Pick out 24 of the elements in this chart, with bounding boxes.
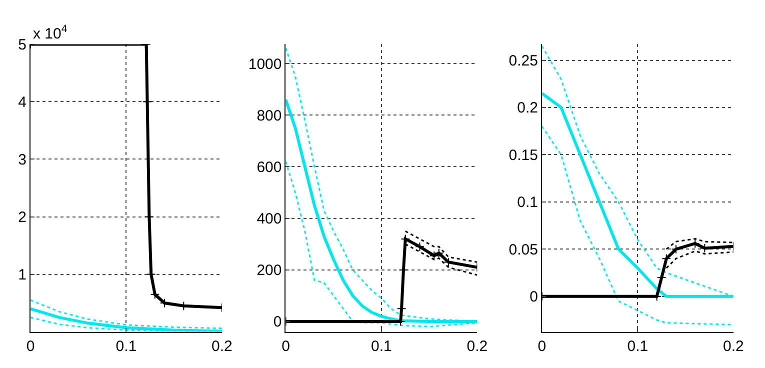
y-tick-label: 0.25 [508,52,538,70]
y-tick-label: 600 [256,158,282,176]
y-tick-label: 0.1 [517,194,538,212]
y-tick-label: 1000 [248,56,282,73]
y-tick-label: 0.2 [517,100,538,117]
y-tick-label: 0 [273,314,282,331]
text: x 10$^{4}$ [33,23,68,42]
y-tick-label: 3 [18,151,27,168]
x-tick-label: 0.1 [116,338,137,355]
x-tick-label: 0.1 [627,338,648,355]
y-tick-label: 800 [256,107,282,124]
y-tick-label: 5 [18,36,27,54]
y-tick-label: 2 [18,209,27,226]
x-tick-label: 0.1 [371,338,392,355]
x-tick-label: 0.2 [466,338,488,355]
y-tick-label: 0.05 [508,241,538,258]
y-tick-label: 200 [256,262,282,280]
y-tick-label: 4 [18,94,27,111]
y-tick-label: 0 [530,288,538,306]
y-tick-label: 0.15 [508,146,538,164]
x-tick-label: 0.2 [212,338,232,355]
y-tick-label: 1 [18,266,27,284]
y-tick-label: 400 [256,210,282,228]
x-tick-label: 0.2 [722,338,744,355]
